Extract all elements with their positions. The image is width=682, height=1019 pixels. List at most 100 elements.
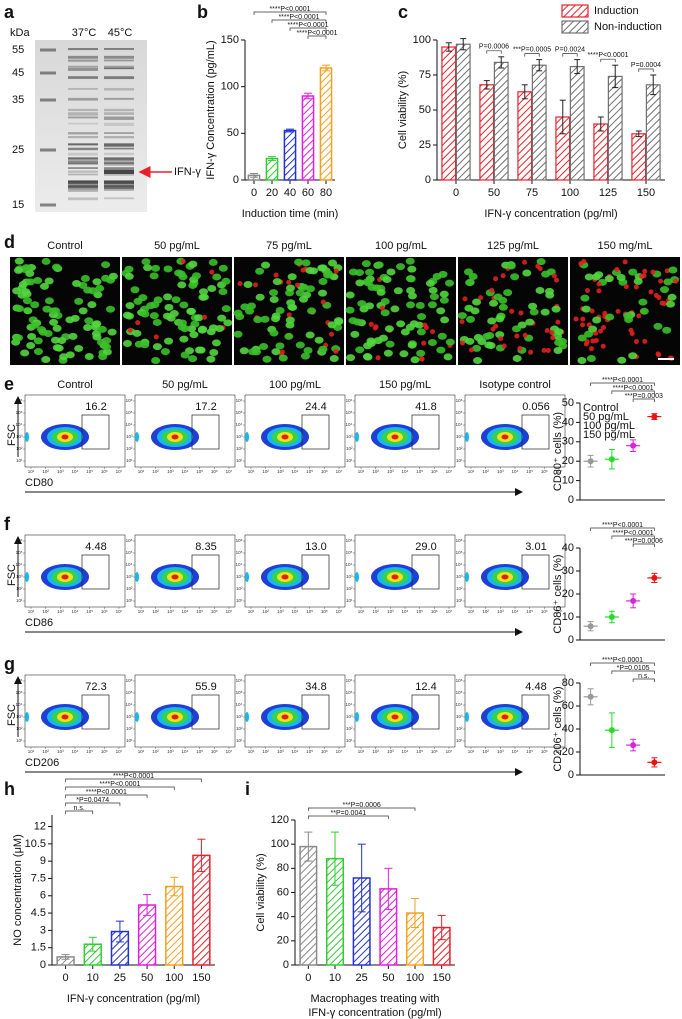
gate-value: 3.01 xyxy=(525,541,546,553)
cell xyxy=(192,272,202,280)
cell xyxy=(506,262,516,270)
cell xyxy=(577,356,587,364)
gel-band xyxy=(104,184,134,187)
gel-band xyxy=(68,162,98,164)
flow-x-tick-label: 10³ xyxy=(277,609,284,614)
gate-value: 72.3 xyxy=(85,681,106,693)
significance-label: ****P<0.0001 xyxy=(602,657,643,664)
cell xyxy=(436,307,446,315)
cell xyxy=(522,332,528,338)
cell xyxy=(468,273,478,281)
y-tick-label: 10.5 xyxy=(25,838,46,850)
error-bar xyxy=(483,80,490,90)
gel-band xyxy=(68,65,98,68)
cell xyxy=(14,305,24,313)
flow-y-tick-label: 10⁴ xyxy=(236,562,243,567)
significance-label: ****P<0.0001 xyxy=(587,52,628,59)
gate-value: 8.35 xyxy=(195,541,216,553)
flow-y-tick-label: 10⁴ xyxy=(126,562,133,567)
cell xyxy=(659,300,665,306)
cell xyxy=(253,316,263,324)
cell xyxy=(207,285,217,293)
flow-x-tick-label: 10⁷ xyxy=(226,469,233,474)
cell xyxy=(240,303,250,311)
significance-label: ****P<0.0001 xyxy=(99,781,140,788)
flow-y-tick-label: 10⁵ xyxy=(346,410,353,415)
gel-band xyxy=(104,167,134,171)
cell xyxy=(346,354,356,362)
significance-label: *P=0.0474 xyxy=(76,797,109,804)
flow-x-tick-label: 10⁵ xyxy=(306,609,313,614)
panel-letter: f xyxy=(4,514,11,534)
cell xyxy=(498,336,504,342)
flow-x-tick-label: 10⁴ xyxy=(182,609,189,614)
flow-x-tick-label: 10¹ xyxy=(28,749,35,754)
cell xyxy=(44,297,54,305)
significance-label: ***P=0.0006 xyxy=(342,802,380,809)
flow-y-tick-label: 10⁶ xyxy=(236,398,243,403)
significance-bracket xyxy=(632,543,655,547)
panel-letter: c xyxy=(398,2,408,22)
mean-point xyxy=(651,759,658,766)
density-edge xyxy=(135,712,139,722)
cell xyxy=(150,301,160,309)
cell xyxy=(639,307,649,315)
cell xyxy=(554,277,560,283)
gel-band xyxy=(68,170,98,173)
cell xyxy=(495,331,505,339)
y-tick-label: 20 xyxy=(277,935,289,947)
cell xyxy=(415,301,425,309)
cell xyxy=(239,347,249,355)
cell xyxy=(617,356,627,364)
cell xyxy=(583,341,589,347)
cell xyxy=(171,296,181,304)
cell xyxy=(272,278,282,286)
gel-band xyxy=(104,184,134,187)
flow-x-tick-label: 10³ xyxy=(57,469,64,474)
cell xyxy=(163,265,173,273)
gate-value: 29.0 xyxy=(415,541,436,553)
cell xyxy=(221,277,231,285)
error-bar xyxy=(574,59,581,75)
flow-x-tick-label: 10⁶ xyxy=(541,749,548,754)
cell xyxy=(285,316,295,324)
panel-letter: i xyxy=(245,779,250,799)
significance-bracket xyxy=(590,527,655,531)
flow-y-tick-label: 10¹ xyxy=(236,738,243,743)
cell xyxy=(345,291,355,299)
flow-x-tick-label: 10⁷ xyxy=(446,749,453,754)
flow-y-tick-label: 10⁴ xyxy=(126,422,133,427)
flow-y-tick-label: 10⁴ xyxy=(456,422,463,427)
gel-band xyxy=(68,108,98,112)
flow-y-tick-label: 10⁶ xyxy=(346,538,353,543)
flow-x-tick-label: 10⁷ xyxy=(116,749,123,754)
y-tick-label: 0 xyxy=(233,174,239,186)
flow-x-tick-label: 10¹ xyxy=(468,749,475,754)
gel-band xyxy=(104,180,134,183)
cell xyxy=(84,353,94,361)
flow-x-tick-label: 10⁴ xyxy=(72,749,79,754)
flow-y-tick-label: 10⁵ xyxy=(456,690,463,695)
x-tick-label: 25 xyxy=(114,972,126,984)
cell xyxy=(517,345,523,351)
cell xyxy=(639,273,645,279)
cell xyxy=(580,294,590,302)
cell xyxy=(615,308,621,314)
gel-band xyxy=(68,147,98,151)
cell xyxy=(470,307,480,315)
y-tick-label: 40 xyxy=(277,911,289,923)
density-contour xyxy=(501,714,509,720)
gel-band xyxy=(68,197,98,201)
density-contour xyxy=(171,574,179,580)
error-bar xyxy=(115,920,124,943)
gel-band xyxy=(104,59,134,62)
cell xyxy=(378,334,388,342)
micrograph-label: Control xyxy=(47,240,82,252)
flow-x-tick-label: 10⁶ xyxy=(321,469,328,474)
flow-column-title: 150 pg/mL xyxy=(379,379,431,391)
flow-x-tick-label: 10⁶ xyxy=(321,609,328,614)
gel-band xyxy=(68,173,98,176)
cell xyxy=(406,286,416,294)
cell xyxy=(487,317,497,325)
flow-x-tick-label: 10⁵ xyxy=(86,749,93,754)
